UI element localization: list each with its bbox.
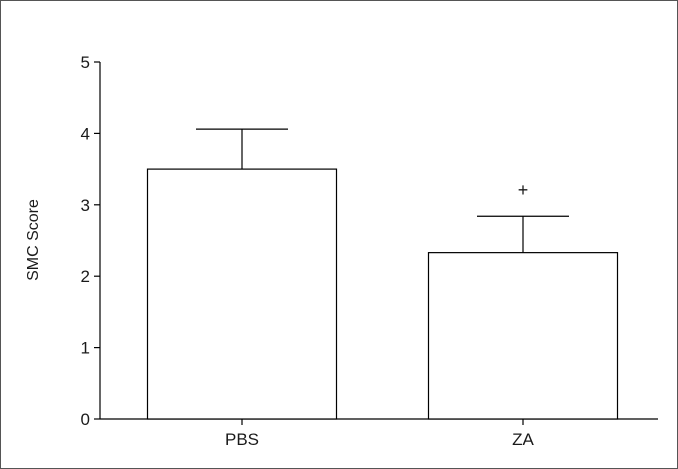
y-tick-label-0: 0 <box>81 410 90 429</box>
y-tick-label-2: 2 <box>81 267 90 286</box>
bars <box>146 168 619 420</box>
x-tick-label-za: ZA <box>512 430 534 449</box>
x-tick-label-pbs: PBS <box>225 430 259 449</box>
y-tick-label-4: 4 <box>81 124 90 143</box>
x-tick-labels: PBS ZA <box>225 419 535 449</box>
annotations: + <box>518 180 529 200</box>
y-tick-label-3: 3 <box>81 196 90 215</box>
y-ticks: 0 1 2 3 4 5 <box>81 53 100 429</box>
error-bars <box>196 128 569 253</box>
y-tick-label-1: 1 <box>81 339 90 358</box>
significance-marker-za: + <box>518 180 529 200</box>
y-tick-label-5: 5 <box>81 53 90 72</box>
y-axis-label: SMC Score <box>25 199 42 281</box>
bar-za <box>427 252 619 420</box>
bar-pbs <box>146 168 338 420</box>
